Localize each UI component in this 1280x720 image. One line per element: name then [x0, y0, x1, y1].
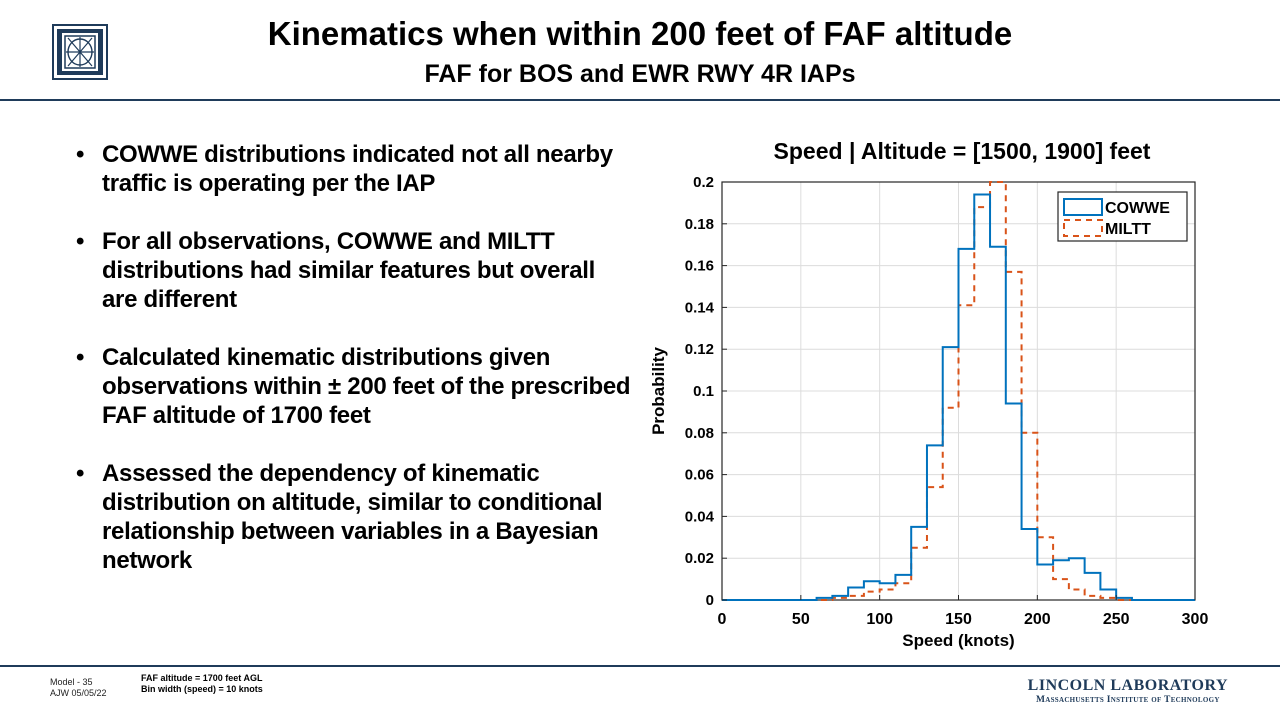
y-tick-label: 0 — [706, 592, 714, 609]
x-tick-label: 200 — [1024, 611, 1051, 628]
x-tick-label: 50 — [792, 611, 810, 628]
footnote-bin: Bin width (speed) = 10 knots — [141, 684, 263, 694]
x-tick-label: 250 — [1103, 611, 1130, 628]
bullet-item: • Assessed the dependency of kinematic di… — [76, 460, 603, 574]
y-tick-label: 0.06 — [685, 467, 714, 484]
bullet-text: Calculated kinematic distributions given… — [102, 344, 631, 429]
lincoln-lab-wordmark: LINCOLN LABORATORY Massachusetts Institu… — [1028, 677, 1228, 706]
chart-legend: COWWE MILTT — [1057, 191, 1188, 242]
x-tick-label: 150 — [945, 611, 972, 628]
y-tick-label: 0.14 — [685, 299, 715, 316]
series-layer — [722, 181, 1195, 601]
slide-info: Model - 35 AJW 05/05/22 — [50, 677, 107, 699]
legend-swatch-miltt — [1063, 219, 1103, 237]
x-tick-label: 0 — [718, 611, 727, 628]
axis-ticks: 0 50 100 150 200 250 300 0 0.02 0.04 0.06 0.08 0.1 0.… — [685, 174, 1209, 628]
header-divider — [0, 99, 1280, 101]
y-tick-label: 0.18 — [685, 216, 714, 233]
y-tick-label: 0.1 — [693, 383, 714, 400]
lab-subtitle: Massachusetts Institute of Technology — [1035, 695, 1220, 705]
legend-label-cowwe: COWWE — [1105, 200, 1170, 217]
bullet-item: • Calculated kinematic distributions give… — [76, 344, 631, 429]
author-date: AJW 05/05/22 — [50, 688, 107, 698]
mit-ll-logo-icon — [52, 24, 108, 80]
y-tick-label: 0.2 — [693, 174, 714, 191]
y-tick-label: 0.02 — [685, 550, 714, 567]
legend-swatch-cowwe — [1063, 198, 1103, 216]
footnotes: FAF altitude = 1700 feet AGL Bin width (… — [141, 673, 263, 695]
legend-label-miltt: MILTT — [1105, 221, 1151, 238]
bullet-text: Assessed the dependency of kinematic dis… — [102, 460, 603, 574]
bullet-list: • COWWE distributions indicated not all n… — [76, 140, 636, 604]
lab-name: LINCOLN LABORATORY — [1027, 677, 1228, 694]
page-subtitle: FAF for BOS and EWR RWY 4R IAPs — [424, 60, 856, 88]
y-tick-label: 0.04 — [685, 508, 715, 525]
bullet-text: COWWE distributions indicated not all ne… — [102, 141, 613, 197]
bullet-item: • COWWE distributions indicated not all n… — [76, 141, 613, 197]
series-cowwe-line — [722, 193, 1195, 601]
legend-box — [1057, 191, 1188, 242]
chart-title: Speed | Altitude = [1500, 1900] feet — [774, 138, 1151, 164]
y-tick-label: 0.08 — [685, 425, 714, 442]
x-tick-label: 100 — [866, 611, 893, 628]
bullet-text: For all observations, COWWE and MILTT di… — [102, 228, 595, 313]
x-axis-label: Speed (knots) — [902, 631, 1014, 650]
page-title: Kinematics when within 200 feet of FAF a… — [267, 15, 1013, 52]
x-tick-label: 300 — [1182, 611, 1209, 628]
slide-number: Model - 35 — [50, 677, 93, 687]
series-miltt-line — [722, 181, 1195, 601]
footnote-faf: FAF altitude = 1700 feet AGL — [141, 673, 263, 683]
y-axis-label: Probability — [649, 347, 668, 435]
footer-divider — [0, 665, 1280, 667]
y-tick-label: 0.12 — [685, 341, 714, 358]
bullet-item: • For all observations, COWWE and MILTT d… — [76, 228, 595, 313]
y-tick-label: 0.16 — [685, 258, 714, 275]
speed-histogram-chart: Speed | Altitude = [1500, 1900] feet 0 50… — [649, 138, 1209, 650]
